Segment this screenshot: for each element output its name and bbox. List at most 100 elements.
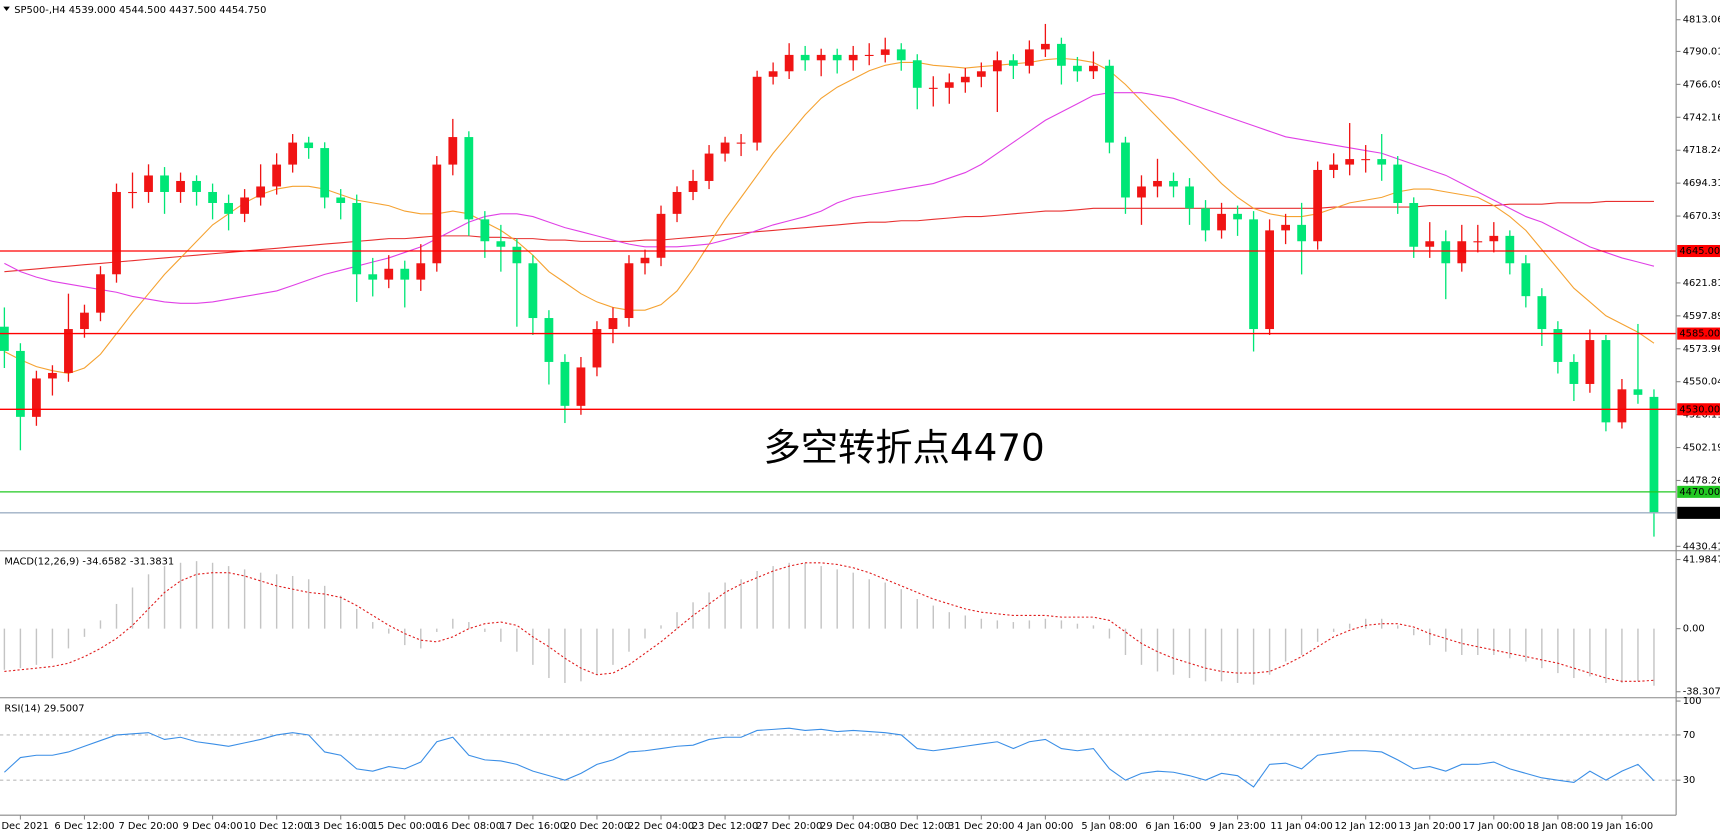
y-tick-label: 0.00 [1683,624,1705,635]
level-label-box [1677,403,1720,416]
candle-body [688,180,698,192]
candle-body [960,76,970,83]
candle-body [464,137,474,220]
x-tick-label: 30 Dec 12:00 [884,821,950,832]
x-tick-label: 9 Jan 23:00 [1209,821,1265,832]
x-tick-label: 7 Dec 20:00 [119,821,179,832]
candle-body [128,191,137,194]
y-tick-label: 4742.165 [1683,112,1720,123]
candle-body [656,213,666,258]
level-label-box [1677,506,1720,519]
y-tick-label: 4478.265 [1683,475,1720,486]
candle-body [928,87,938,89]
candle-body [0,326,9,351]
x-tick-label: 16 Dec 08:00 [436,821,502,832]
macd-signal [4,562,1654,682]
candle-body [1265,230,1274,330]
y-tick-label: 4790.015 [1683,46,1720,57]
candle-body [1137,186,1146,198]
y-tick-label: 4766.090 [1683,79,1720,90]
y-tick-label: -38.3078 [1683,687,1720,698]
candle-body [912,60,922,88]
candle-body [1393,164,1403,203]
candle-body [672,191,682,214]
candle-body [288,142,298,165]
y-tick-label: 4573.965 [1683,344,1720,355]
x-tick-label: 18 Jan 08:00 [1527,821,1589,832]
candle-body [1361,159,1371,161]
candle-body [1409,202,1419,247]
x-tick-label: 20 Dec 20:00 [564,821,630,832]
y-tick-label: 70 [1683,730,1696,741]
x-tick-label: 19 Jan 16:00 [1591,821,1653,832]
x-tick-label: 6 Dec 12:00 [54,821,114,832]
candle-body [1649,396,1659,513]
candle-body [432,164,442,264]
candle-body [1329,164,1339,170]
candle-body [1185,186,1194,209]
candle-body [704,153,714,181]
level-label: 4454.750 [1679,508,1720,519]
y-tick-label: 4550.040 [1683,377,1720,388]
y-tick-label: 4597.890 [1683,311,1720,322]
candle-body [320,148,330,198]
candle-body [448,137,458,165]
candle-body [848,54,858,61]
candle-body [1553,329,1563,362]
candle-body [736,142,746,144]
candle-body [32,378,41,417]
candle-body [832,54,842,61]
y-tick-label: 41.9847 [1683,555,1720,566]
candle-body [720,142,730,154]
x-tick-label: 22 Dec 04:00 [628,821,694,832]
candle-body [624,263,634,319]
candle-body [384,268,394,280]
candle-body [240,197,250,214]
candle-body [64,329,73,373]
candle-body [160,175,169,192]
candle-body [1617,389,1627,423]
moving-average [4,92,1655,304]
candle-body [176,180,185,192]
candle-body [512,246,522,264]
candle-body [400,268,410,280]
candle-body [560,361,570,406]
x-tick-label: 15 Dec 00:00 [372,821,438,832]
x-tick-label: 13 Jan 20:00 [1399,821,1461,832]
menu-triangle [3,6,10,11]
candle-body [640,257,650,264]
candle-body [224,202,233,214]
candle-body [1040,43,1050,50]
level-label: 4645.000 [1679,246,1720,257]
y-tick-label: 4694.315 [1683,178,1720,189]
x-tick-label: 23 Dec 12:00 [692,821,758,832]
candle-body [208,191,217,203]
level-label: 4530.000 [1679,404,1720,415]
candle-body [800,54,810,61]
candle-body [496,241,506,247]
x-tick-label: 17 Jan 00:00 [1463,821,1525,832]
y-tick-label: 30 [1683,775,1696,786]
candle-body [1057,43,1066,66]
candle-body [1473,241,1483,243]
x-tick-label: 3 Dec 2021 [0,821,49,832]
candle-body [112,191,121,275]
y-tick-label: 4718.240 [1683,145,1720,156]
candle-body [1281,224,1290,231]
candle-body [592,329,602,368]
x-tick-label: 12 Jan 12:00 [1334,821,1396,832]
x-tick-label: 13 Dec 16:00 [308,821,374,832]
y-tick-label: 4670.390 [1683,211,1720,222]
candle-body [1105,65,1114,143]
candle-body [192,180,201,192]
y-tick-label: 4430.415 [1683,541,1720,552]
x-tick-label: 4 Jan 00:00 [1017,821,1073,832]
candle-body [1313,169,1323,242]
x-tick-label: 17 Dec 16:00 [500,821,566,832]
candle-body [1425,241,1435,247]
candle-body [1217,213,1226,231]
x-tick-label: 5 Jan 08:00 [1081,821,1137,832]
candle-body [1457,241,1467,264]
candle-body [1153,180,1162,187]
